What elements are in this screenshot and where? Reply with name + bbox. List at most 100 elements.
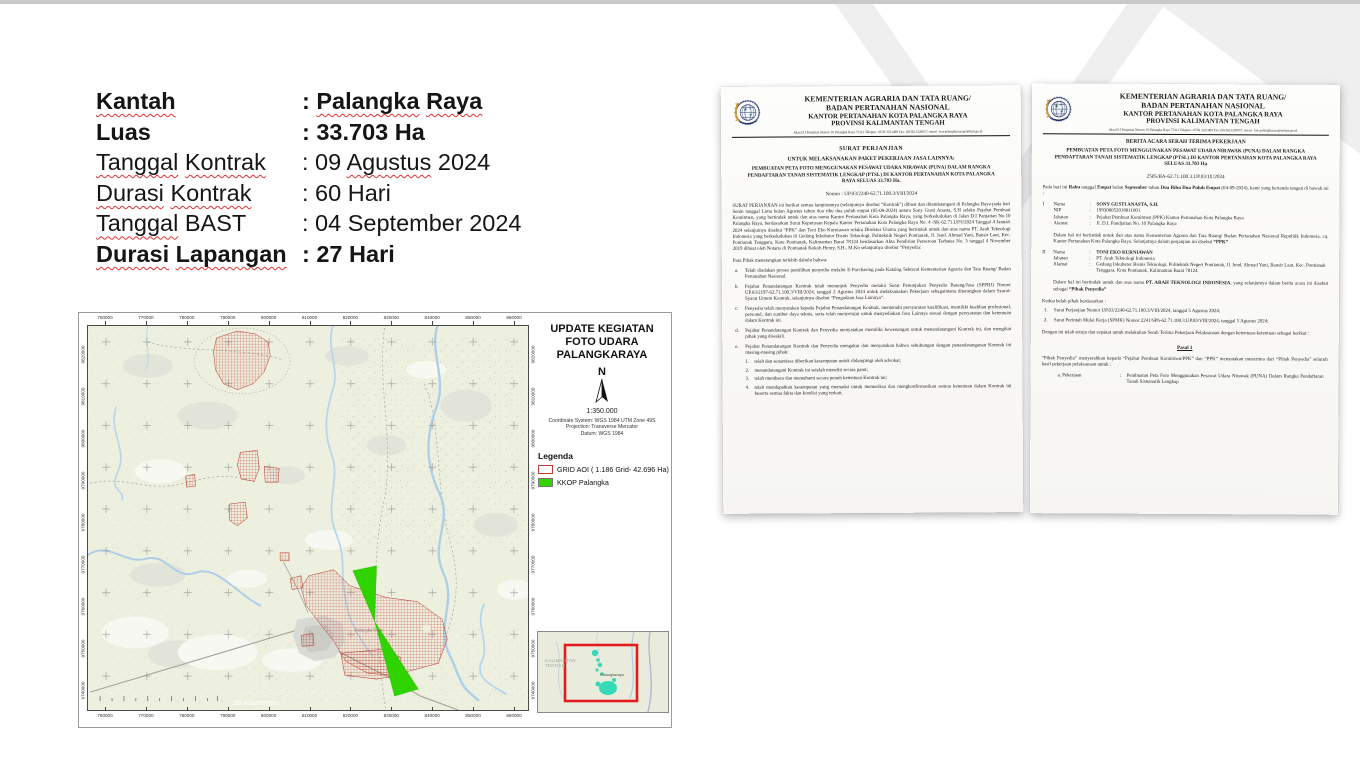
scalebar-ticks [99,696,218,702]
text-segment: : 33.703 Ha [302,118,425,145]
info-label: Durasi Lapangan [96,239,302,270]
doc-list-item: e. Pejabat Penandatangan Kontrak dan Peny… [733,343,1011,398]
map-crs-info: Coordinate System: WGS 1984 UTM Zone 49S… [535,418,669,437]
text-segment: Durasi [96,179,164,206]
x-axis-label: 790000 [220,315,236,320]
y-axis-label: 9740000 [80,681,86,700]
x-axis-label: 840000 [424,315,440,320]
text-segment: Tanggal [96,210,179,237]
legend-label: KKOP Palangka [557,478,609,488]
axis-tick [105,707,106,711]
doc-party-block: II Nama: TONI EKO KURNIAWAN Jabatan: PT. Ara… [1042,250,1328,276]
info-value: : 27 Hari [302,239,395,270]
text-segment: : 04 September 2024 [302,210,522,237]
text-segment: Durasi [96,240,170,267]
x-axis-label: 810000 [301,713,318,718]
sublist-marker: 1. [745,359,750,365]
inset-map-art [538,632,668,712]
party-field-label: Alamat [1053,262,1068,268]
crs-line: Coordinate System: WGS 1984 UTM Zone 49S [548,418,656,424]
text-segment: Lapangan [175,240,287,267]
text-segment: Empat [1097,185,1112,191]
north-arrow: N [535,367,669,404]
info-value: : 33.703 Ha [302,117,425,148]
info-label: Luas [96,117,302,148]
axis-tick [186,707,188,711]
text-segment: Palangka [316,88,420,114]
list-marker: e. [735,344,739,350]
text-segment: September [1124,185,1148,191]
y-axis-label: 9800000 [530,429,536,448]
doc-paragraph: Para Pihak menerangkan terlebih dahulu b… [732,258,828,265]
list-item-text: Surat Perjanjian Nomor UP.03/2240-62.71.… [1053,308,1221,315]
x-axis-label: 830000 [383,713,399,718]
inset-city-label: Palangkaraya [600,672,624,677]
doc-org-line: PROVINSI KALIMANTAN TENGAH [831,119,945,128]
x-axis-label: 780000 [179,713,195,718]
party-field-value: Jl. D.I. Pandjaitan No. 10 Palangka Raya [1096,221,1177,227]
scalebar-label: 20 Kilometers [233,698,279,707]
x-axis-label: 830000 [383,315,399,320]
text-segment: Agustus [346,149,432,176]
x-axis-label: 760000 [97,315,113,320]
axis-tick [268,321,270,325]
text-segment: Empat [1206,186,1221,192]
doc-header: KEMENTERIAN AGRARIA DAN TATA RUANG/BADAN… [1043,92,1329,132]
x-axis-label: 810000 [301,315,318,320]
map-art: Palangka Raya 20 Kilometers [88,326,528,710]
party-row: Alamat: Gedung Inkubator Bisnis Teknologi… [1042,262,1328,276]
info-value: : 04 September 2024 [302,208,522,239]
party-colon: : [1089,221,1091,227]
doc-heading: Nomor : UP.03/2240-62.71.100.3/VIII/2024 [825,190,918,198]
info-value: : 09 Agustus 2024 [302,147,490,178]
axis-tick [350,707,352,711]
sublist-marker: 2. [745,368,750,374]
y-axis-label: 9750000 [530,639,536,658]
doc-heading: 2505/BA-62.71.100.3.UP.03/IX/2024 [1146,173,1225,181]
list-item-text: Telah diadakan proses pemilihan penyedia… [744,267,1011,280]
inset-region-line: TENGAH [545,663,566,669]
text-segment: “PPK” [1213,239,1229,246]
x-axis-label: 770000 [138,315,154,320]
text-segment: Dua Ribu Dua Puluh [1160,185,1205,192]
inset-region-label: KALIMANTAN TENGAH [545,658,576,669]
axis-tick [391,707,393,711]
x-axis-label: 790000 [220,713,236,718]
x-axis-label: 860000 [506,315,522,320]
list-item-text: Pejabat Penandatangan Kontrak dan Penyed… [745,343,1012,397]
info-row: Tanggal Kontrak: 09 Agustus 2024 [96,147,522,178]
list-marker: a. [734,268,739,274]
axis-tick [105,321,106,325]
text-segment: : [302,88,317,114]
axis-tick [186,321,188,325]
axis-tick [309,321,311,325]
doc-paragraph: Pada hari ini Rabu tanggal Empat bulan S… [1043,185,1329,199]
doc-paragraph: Dalam hal ini bertindak untuk dan atas n… [1053,281,1328,295]
axis-tick [145,321,147,325]
axis-tick [473,321,475,325]
info-row: Tanggal BAST: 04 September 2024 [96,208,522,239]
text-segment: Dalam hal ini bertindak untuk dan atas n… [1053,232,1329,245]
legend-swatch-grid-aoi [538,465,553,475]
y-axis-label: 9770000 [80,555,86,574]
sublist-item-text: menandatangani Kontrak ini setelah menel… [754,367,868,374]
x-axis-label: 820000 [342,315,359,320]
inset-region-line: KALIMANTAN [545,658,576,663]
doc-sublist-item: 3. telah membaca dan memahami secara penu… [745,375,1011,383]
crs-line: Datum: WGS 1984 [580,430,624,437]
y-axis-label: 9760000 [80,597,86,616]
sublist-item-text: telah dan senantiasa diberikan kesempata… [754,358,902,365]
text-segment: Raya [426,88,483,114]
doc-org-block: KEMENTERIAN AGRARIA DAN TATA RUANG/BADAN… [766,93,1010,134]
axis-tick [473,707,475,711]
inset-map: KALIMANTAN TENGAH Palangkaraya [537,631,669,713]
legend-label: GRID AOI ( 1.186 Grid- 42.696 Ha) [557,465,669,475]
y-axis-label: 9790000 [80,471,86,490]
x-axis-label: 850000 [465,315,481,320]
list-marker: c. [735,306,739,312]
doc-list-item: c. Penyedia telah menyatakan kepada Pejab… [733,305,1011,325]
sublist-item-text: telah membaca dan memahami secara penuh … [754,376,888,383]
map-side-panel: UPDATE KEGIATAN FOTO UDARA PALANGKARAYA … [535,321,669,488]
map-title-line: FOTO UDARA [565,336,639,348]
list-marker: b. [734,284,739,290]
